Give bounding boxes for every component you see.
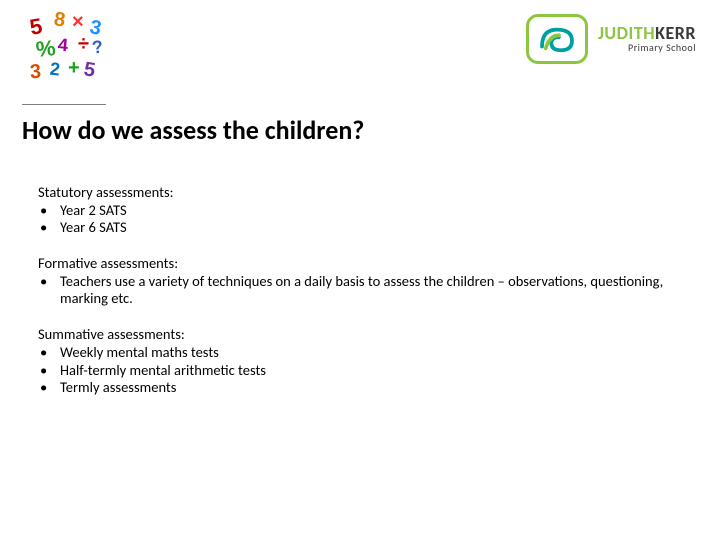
bullet-icon: •	[38, 379, 60, 397]
bullet-icon: •	[38, 273, 60, 308]
list-item: •Teachers use a variety of techniques on…	[38, 273, 680, 308]
section: Statutory assessments:•Year 2 SATS•Year …	[38, 184, 680, 237]
logo-subtitle: Primary School	[598, 43, 696, 54]
list-item-text: Year 2 SATS	[60, 202, 680, 220]
math-glyph: ?	[91, 37, 104, 56]
list-item-text: Termly assessments	[60, 379, 680, 397]
list-item-text: Teachers use a variety of techniques on …	[60, 273, 680, 308]
list-item-text: Half-termly mental arithmetic tests	[60, 362, 680, 380]
list-item-text: Year 6 SATS	[60, 219, 680, 237]
title-rule	[22, 104, 106, 105]
list-item: •Half-termly mental arithmetic tests	[38, 362, 680, 380]
list-item-text: Weekly mental maths tests	[60, 344, 680, 362]
math-glyph: 3	[29, 62, 41, 83]
math-glyph: %	[35, 37, 57, 61]
math-glyph: ×	[72, 12, 84, 32]
section-heading: Formative assessments:	[38, 255, 680, 273]
math-glyph: ÷	[78, 34, 89, 54]
bullet-icon: •	[38, 362, 60, 380]
school-logo: JUDITHKERR Primary School	[526, 14, 696, 64]
bullet-icon: •	[38, 344, 60, 362]
bullet-icon: •	[38, 219, 60, 237]
bullet-list: •Year 2 SATS•Year 6 SATS	[38, 202, 680, 237]
body-content: Statutory assessments:•Year 2 SATS•Year …	[38, 184, 680, 415]
header: 58×3%4÷?32+5 JUDITHKERR Primary School	[0, 0, 720, 100]
bullet-list: •Teachers use a variety of techniques on…	[38, 273, 680, 308]
math-glyph: +	[68, 58, 80, 78]
list-item: •Weekly mental maths tests	[38, 344, 680, 362]
section-heading: Statutory assessments:	[38, 184, 680, 202]
page-title: How do we assess the children?	[22, 114, 364, 146]
section-heading: Summative assessments:	[38, 326, 680, 344]
math-glyph: 4	[57, 36, 69, 55]
list-item: •Year 2 SATS	[38, 202, 680, 220]
section: Summative assessments:•Weekly mental mat…	[38, 326, 680, 397]
bullet-icon: •	[38, 202, 60, 220]
section: Formative assessments:•Teachers use a va…	[38, 255, 680, 308]
math-glyph: 2	[49, 60, 61, 79]
logo-text: JUDITHKERR Primary School	[598, 24, 696, 53]
slide: 58×3%4÷?32+5 JUDITHKERR Primary School H…	[0, 0, 720, 540]
list-item: •Termly assessments	[38, 379, 680, 397]
math-numbers-icon: 58×3%4÷?32+5	[28, 8, 108, 88]
bullet-list: •Weekly mental maths tests•Half-termly m…	[38, 344, 680, 397]
math-glyph: 5	[82, 59, 96, 81]
list-item: •Year 6 SATS	[38, 219, 680, 237]
logo-mark-icon	[526, 14, 588, 64]
logo-swirl-icon	[538, 24, 576, 54]
math-glyph: 8	[53, 9, 67, 30]
